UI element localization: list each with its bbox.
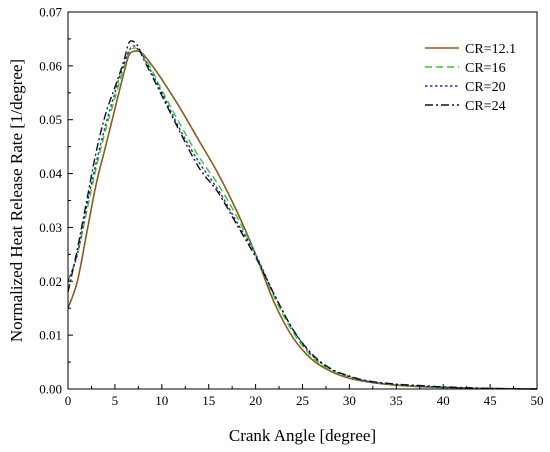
x-tick-label: 5: [112, 393, 119, 408]
y-tick-label: 0.07: [39, 5, 62, 20]
x-tick-label: 30: [343, 393, 356, 408]
legend-label: CR=24: [465, 99, 506, 114]
y-tick-label: 0.01: [39, 328, 62, 343]
x-tick-label: 50: [531, 393, 544, 408]
legend: CR=12.1 CR=16 CR=20 CR=24: [425, 42, 516, 114]
y-tick-label: 0.06: [39, 58, 62, 73]
y-tick-label: 0.02: [39, 274, 62, 289]
y-axis-label: Normalized Heat Release Rate [1/degree]: [7, 59, 26, 342]
x-axis-ticks: 0 5 10 15 20 25 30 35 40 45 50: [65, 384, 544, 408]
x-tick-label: 20: [249, 393, 262, 408]
x-tick-label: 0: [65, 393, 72, 408]
series-line-cr-20: [67, 45, 538, 390]
x-tick-label: 45: [484, 393, 497, 408]
x-axis-label: Crank Angle [degree]: [229, 426, 376, 445]
x-tick-label: 10: [155, 393, 168, 408]
series-line-cr-16: [67, 47, 538, 390]
x-tick-label: 25: [296, 393, 309, 408]
y-tick-label: 0.05: [39, 112, 62, 127]
legend-label: CR=12.1: [465, 42, 516, 57]
y-tick-label: 0.00: [39, 382, 62, 397]
series-line-cr-24: [67, 40, 538, 390]
y-tick-label: 0.03: [39, 220, 62, 235]
series-layer: [67, 40, 538, 390]
y-tick-label: 0.04: [39, 166, 62, 181]
legend-label: CR=16: [465, 61, 506, 76]
legend-label: CR=20: [465, 80, 506, 95]
x-tick-label: 40: [437, 393, 450, 408]
x-tick-label: 15: [202, 393, 215, 408]
x-tick-label: 35: [390, 393, 403, 408]
y-axis-ticks: 0.00 0.01 0.02 0.03 0.04 0.05 0.06 0.07: [39, 5, 73, 397]
